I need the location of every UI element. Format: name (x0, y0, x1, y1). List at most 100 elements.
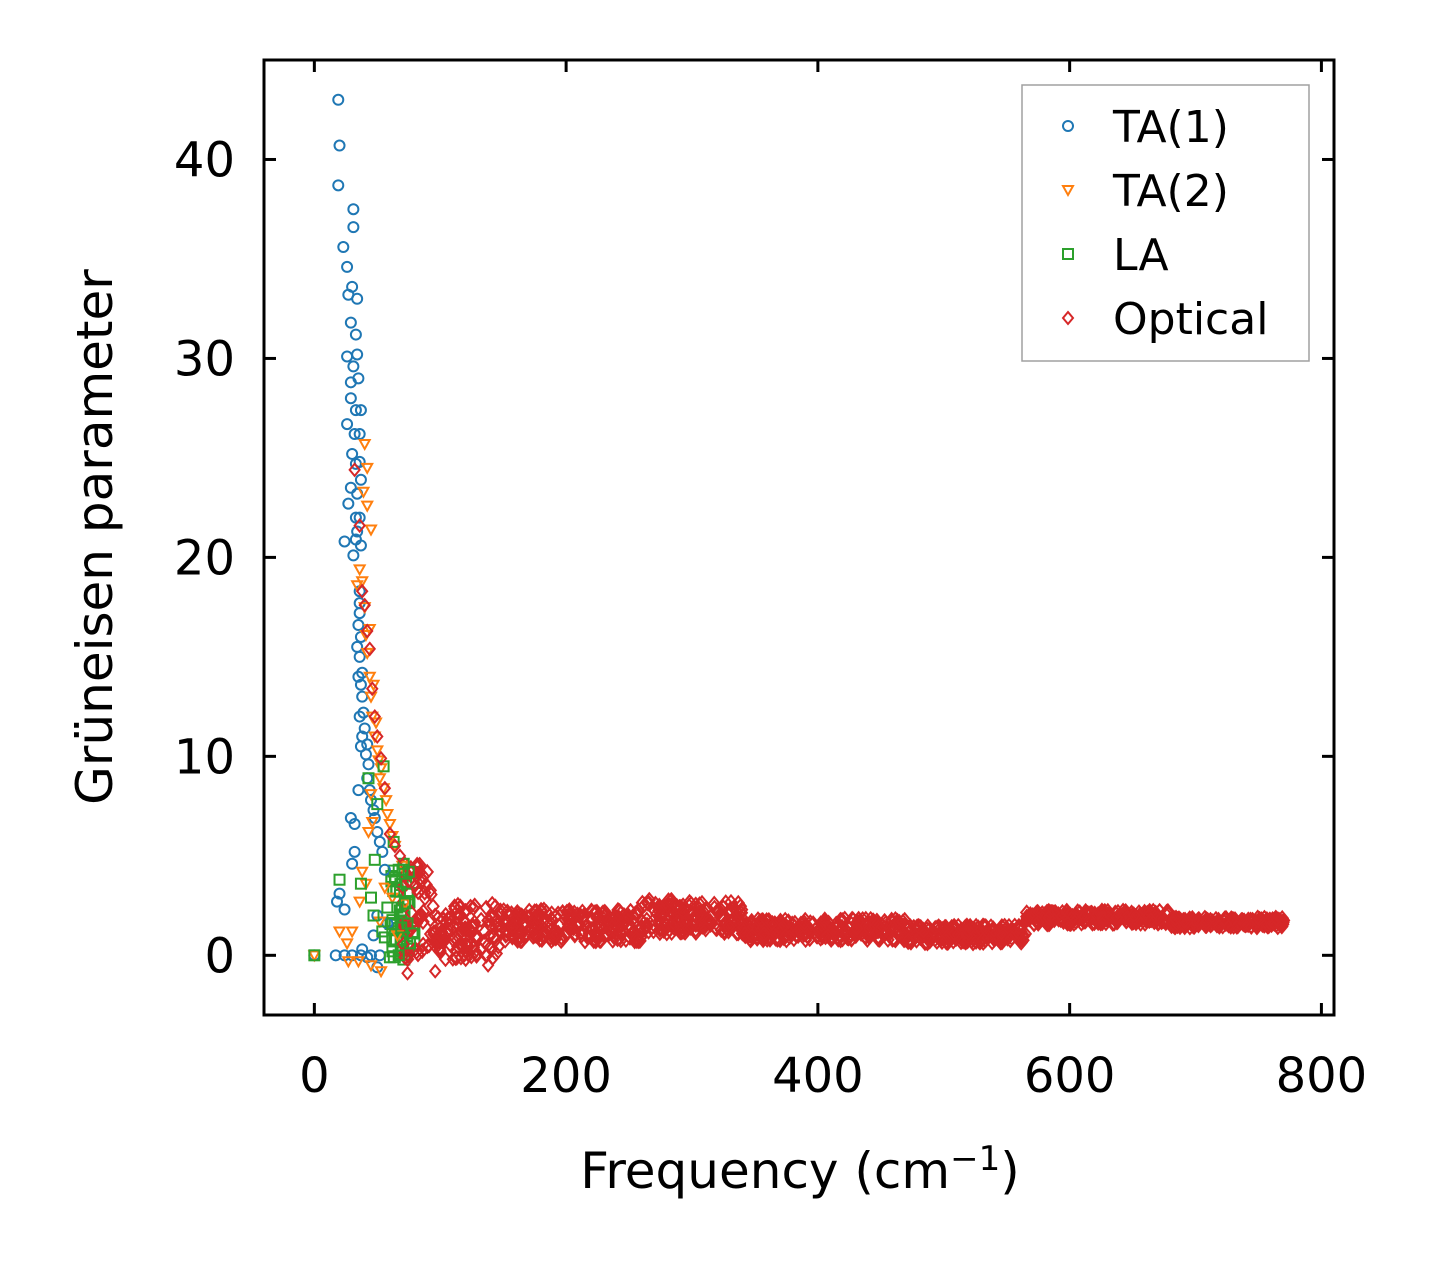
data-point (393, 848, 407, 864)
data-point (347, 549, 360, 562)
x-tick-label: 200 (520, 1048, 612, 1104)
data-point (690, 908, 704, 925)
data-point (358, 438, 372, 452)
legend-item: Optical (1061, 294, 1268, 345)
y-tick-label: 30 (174, 331, 235, 387)
data-point (361, 826, 376, 840)
data-point (371, 909, 384, 922)
dense-region-optical (672, 893, 749, 942)
data-point (351, 956, 366, 969)
data-point (1020, 910, 1035, 927)
data-point (441, 910, 455, 927)
axis-ticks: 0 200 400 600 800 0 10 20 30 40 (174, 60, 1367, 1104)
data-point (433, 926, 448, 943)
data-point (544, 905, 559, 922)
data-point (374, 966, 388, 979)
data-point (341, 260, 354, 273)
data-point (1077, 908, 1092, 925)
data-point (664, 892, 678, 909)
data-point (383, 819, 397, 832)
data-point (872, 931, 886, 948)
data-point (461, 921, 476, 938)
data-point (862, 920, 877, 937)
data-point (347, 221, 360, 234)
data-point (547, 925, 562, 942)
data-point (721, 918, 736, 936)
data-point (351, 348, 364, 361)
data-point (358, 722, 371, 735)
data-point (1241, 916, 1255, 934)
data-point (333, 887, 346, 900)
data-point (354, 404, 367, 417)
data-point (333, 873, 346, 886)
data-point (363, 641, 377, 657)
data-point (354, 539, 367, 552)
data-point (628, 905, 643, 922)
data-point (341, 350, 354, 363)
data-point (390, 930, 405, 943)
data-point (352, 896, 367, 909)
y-tick-label: 0 (204, 928, 235, 984)
data-point (347, 203, 360, 216)
data-point (1144, 911, 1158, 929)
data-point (638, 896, 652, 913)
data-point (370, 745, 384, 758)
data-point (963, 919, 978, 937)
data-point (360, 462, 374, 475)
data-point (1269, 910, 1284, 928)
data-point (344, 812, 357, 825)
data-point (1154, 913, 1169, 931)
data-point (408, 878, 422, 894)
data-point (757, 925, 772, 943)
data-point (353, 511, 366, 524)
data-point (369, 717, 383, 730)
data-point (466, 918, 481, 935)
data-point (448, 929, 462, 946)
data-point (388, 871, 401, 884)
data-point (1096, 908, 1111, 926)
legend-label: Optical (1113, 294, 1268, 345)
data-point (367, 909, 380, 922)
data-point (534, 907, 548, 924)
data-point (353, 710, 366, 723)
data-point (412, 856, 427, 873)
data-point (376, 845, 389, 858)
data-point (446, 951, 460, 967)
data-point (458, 950, 473, 968)
data-point (355, 866, 369, 879)
data-point (381, 901, 394, 914)
data-point (928, 931, 942, 948)
data-point (411, 908, 426, 926)
data-point (379, 795, 393, 808)
data-point (365, 681, 379, 697)
data-point (352, 564, 367, 577)
data-point (833, 927, 848, 944)
data-point (1133, 915, 1148, 932)
data-point (653, 921, 667, 938)
data-point (676, 923, 691, 940)
data-point (1000, 930, 1015, 947)
data-point (554, 932, 568, 950)
data-point (373, 773, 387, 786)
data-point (736, 919, 751, 936)
data-point (378, 882, 392, 895)
data-point (347, 360, 360, 373)
data-point (588, 926, 603, 943)
data-point (349, 404, 362, 417)
data-point (350, 580, 364, 593)
dense-region-optical (900, 917, 1033, 952)
data-point (629, 929, 644, 947)
data-point (1244, 918, 1259, 935)
data-point (348, 818, 361, 830)
x-tick-label: 400 (772, 1048, 864, 1104)
legend-item: TA(2) (1061, 166, 1229, 217)
data-point (517, 914, 532, 931)
data-point (844, 931, 859, 948)
dense-region-optical (427, 895, 508, 968)
data-point (410, 856, 424, 873)
data-point (619, 918, 634, 935)
y-tick-label: 40 (174, 132, 235, 188)
data-point (395, 878, 410, 896)
data-point (641, 923, 656, 940)
data-point (348, 462, 361, 478)
